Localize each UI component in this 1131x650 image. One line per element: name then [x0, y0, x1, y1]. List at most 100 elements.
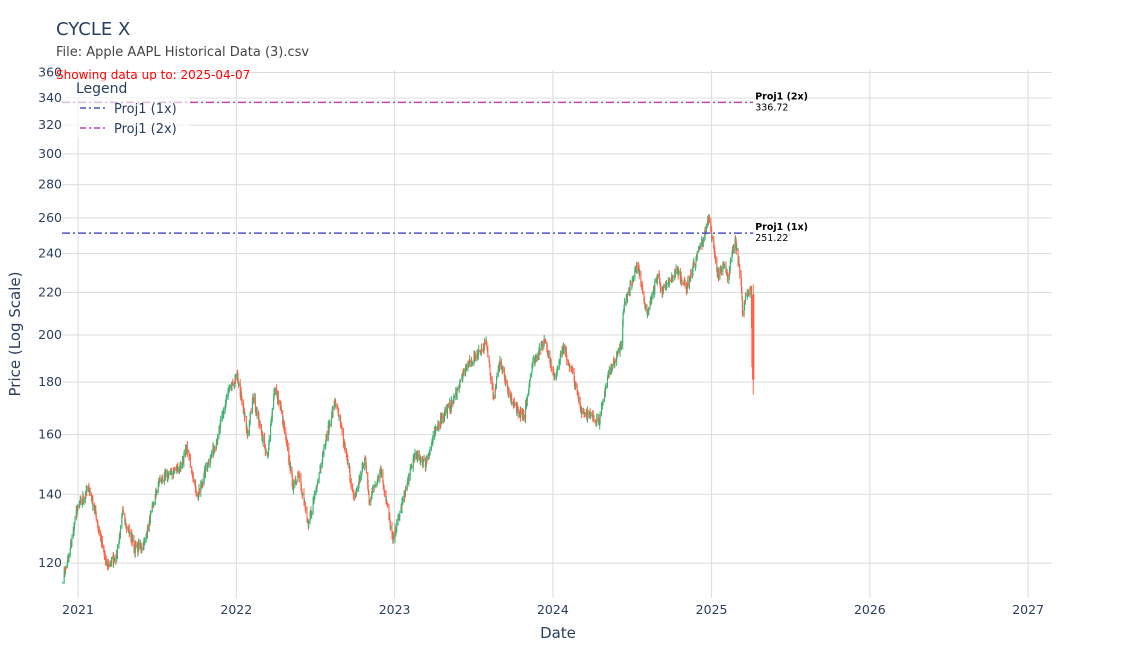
candle	[566, 354, 568, 366]
candle-body	[132, 538, 134, 542]
y-tick-label-340: 340	[38, 90, 62, 105]
candle	[584, 412, 586, 418]
candle-body	[157, 482, 159, 492]
grid-layer	[62, 70, 1052, 598]
candle-body	[86, 489, 88, 492]
candle-body	[645, 304, 647, 309]
candle-body	[748, 292, 750, 295]
candle-body	[396, 522, 398, 529]
candle-body	[156, 491, 158, 495]
candle	[308, 519, 310, 529]
candle	[517, 406, 519, 419]
candle-body	[364, 458, 366, 467]
candle-body	[168, 473, 170, 475]
candle	[660, 284, 662, 292]
candle	[74, 515, 76, 525]
candle-body	[143, 542, 145, 549]
candle-body	[308, 521, 310, 526]
candle	[535, 354, 537, 363]
candle-body	[341, 427, 343, 433]
candle	[153, 502, 155, 506]
candle-body	[496, 379, 498, 386]
candle	[338, 414, 340, 422]
candle-body	[148, 520, 150, 531]
candle	[672, 274, 674, 283]
candle-body	[191, 471, 193, 474]
candle	[293, 479, 295, 495]
candle-body	[678, 271, 680, 273]
candle-body	[744, 295, 746, 302]
x-tick-label-2023: 2023	[379, 602, 411, 617]
candle-body	[177, 469, 179, 472]
candle-body	[317, 479, 319, 484]
candle-body	[456, 389, 458, 396]
candle	[505, 378, 507, 384]
candle	[232, 378, 234, 386]
candle-body	[258, 416, 260, 424]
candle	[302, 492, 304, 496]
candle-body	[538, 348, 540, 353]
candle	[532, 354, 534, 364]
candle	[364, 457, 366, 471]
candle-body	[710, 221, 712, 229]
candle-body	[389, 516, 391, 521]
candle	[201, 482, 203, 489]
candle	[174, 466, 176, 471]
candle	[669, 278, 671, 282]
candle-body	[463, 371, 465, 374]
candle-body	[736, 248, 738, 251]
candle	[365, 462, 367, 474]
candle-body	[435, 427, 437, 429]
candle-body	[82, 496, 84, 500]
candle	[384, 490, 386, 498]
legend-item-proj1-2x[interactable]: Proj1 (2x)	[80, 122, 177, 137]
candle-body	[752, 294, 755, 380]
candle	[289, 454, 291, 468]
candle	[490, 372, 492, 384]
candle	[484, 340, 486, 347]
candle	[238, 381, 240, 387]
candle	[205, 462, 207, 479]
candle-body	[100, 532, 102, 538]
candle-body	[611, 370, 613, 372]
legend-label-proj1-1x: Proj1 (1x)	[114, 102, 177, 117]
candle	[123, 510, 125, 515]
candle-body	[561, 347, 563, 353]
candle-body	[692, 265, 694, 272]
candle-body	[563, 345, 565, 351]
candle	[329, 423, 331, 427]
candle-body	[153, 504, 155, 506]
candle	[274, 387, 276, 396]
candle-body	[368, 500, 370, 503]
candle-body	[301, 490, 303, 493]
candle	[435, 426, 437, 432]
legend-item-proj1-1x[interactable]: Proj1 (1x)	[80, 102, 177, 117]
candle-body	[192, 477, 194, 481]
candle-body	[660, 288, 662, 291]
candle-body	[617, 348, 619, 353]
candle-body	[128, 528, 130, 533]
candle-body	[350, 483, 352, 487]
candle-body	[614, 361, 616, 365]
candle-body	[248, 422, 250, 435]
candle	[80, 496, 82, 506]
candle	[599, 411, 601, 425]
candle-body	[195, 481, 197, 490]
x-tick-label-2027: 2027	[1012, 602, 1044, 617]
candle	[396, 518, 398, 532]
candle	[724, 263, 726, 269]
candle-body	[144, 539, 146, 542]
candle-body	[101, 540, 103, 546]
candle-body	[505, 378, 507, 383]
y-tick-label-280: 280	[38, 177, 62, 192]
candle-body	[447, 406, 449, 414]
candle-body	[592, 413, 594, 419]
candle-body	[466, 368, 468, 371]
candle	[563, 343, 565, 354]
candle-body	[741, 290, 743, 301]
candle-body	[289, 459, 291, 468]
candle	[447, 402, 449, 409]
candle-body	[95, 515, 97, 521]
candle	[402, 495, 404, 506]
candle-body	[110, 559, 112, 563]
